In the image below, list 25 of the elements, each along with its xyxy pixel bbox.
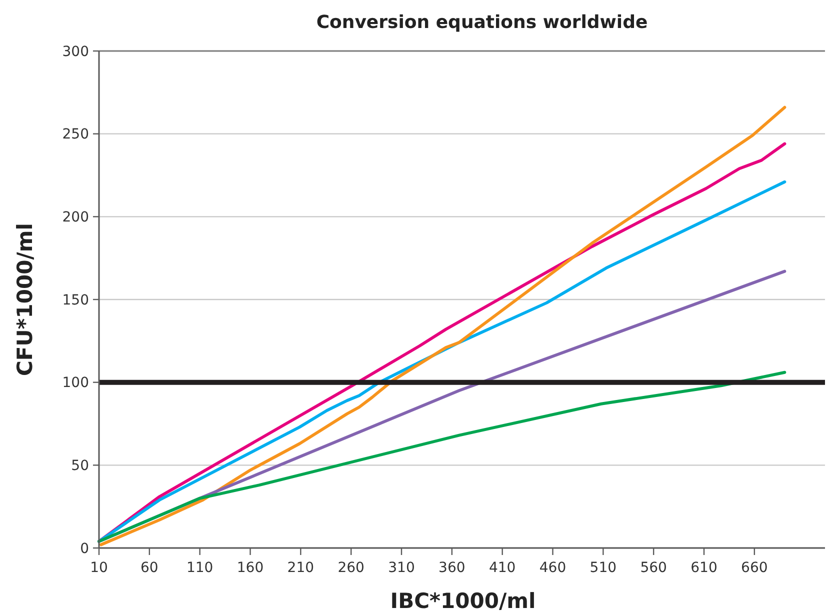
y-tick-label: 250 (62, 126, 89, 143)
x-tick-label: 310 (388, 560, 415, 576)
y-tick-label: 300 (62, 44, 89, 60)
y-tick-label: 0 (80, 540, 89, 557)
chart-title: Conversion equations worldwide (316, 12, 648, 33)
y-tick-label: 150 (62, 292, 89, 308)
x-tick-label: 460 (539, 560, 566, 576)
x-tick-label: 260 (338, 560, 364, 576)
x-tick-label: 610 (690, 560, 718, 576)
x-tick-label: 110 (186, 560, 214, 576)
x-tick-label: 60 (140, 560, 158, 576)
x-tick-label: 160 (236, 560, 264, 576)
x-tick-label: 410 (488, 560, 516, 576)
x-axis-title: IBC*1000/ml (390, 589, 536, 613)
y-tick-label: 200 (62, 210, 89, 226)
y-tick-label: 100 (62, 375, 89, 392)
line-series (98, 370, 786, 543)
x-tick-label: 560 (640, 560, 667, 576)
x-tick-label: 10 (90, 560, 108, 576)
y-axis-title: CFU*1000/ml (13, 223, 37, 376)
x-tick-label: 210 (287, 560, 314, 576)
x-tick-label: 360 (438, 560, 466, 576)
y-tick-label: 50 (71, 458, 89, 474)
x-tick-label: 510 (590, 560, 617, 576)
x-tick-label: 660 (741, 560, 768, 576)
